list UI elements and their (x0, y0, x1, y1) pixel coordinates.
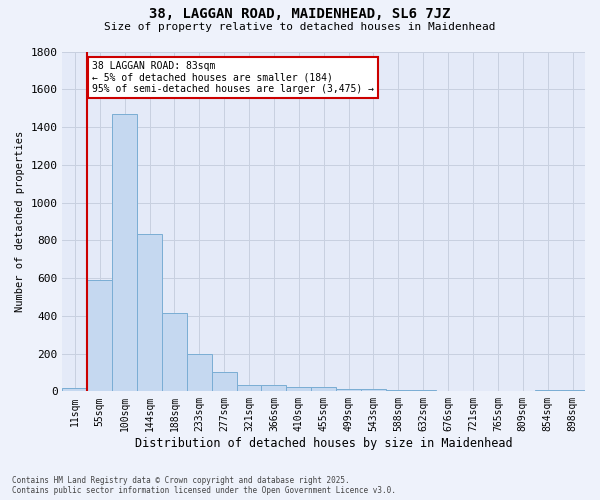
Bar (361, 390, 386, 392)
Bar (62, 388, 88, 392)
Bar (386, 390, 411, 392)
Bar (461, 391, 485, 392)
Bar (236, 384, 262, 392)
Bar (286, 386, 311, 392)
Bar (88, 280, 112, 392)
Bar (336, 390, 361, 392)
Bar (112, 114, 137, 392)
Text: Size of property relative to detached houses in Maidenhead: Size of property relative to detached ho… (104, 22, 496, 32)
X-axis label: Distribution of detached houses by size in Maidenhead: Distribution of detached houses by size … (135, 437, 512, 450)
Bar (411, 390, 436, 392)
Bar (311, 386, 336, 392)
Bar (212, 372, 236, 392)
Bar (436, 391, 461, 392)
Y-axis label: Number of detached properties: Number of detached properties (15, 131, 25, 312)
Bar (137, 234, 162, 392)
Text: 38 LAGGAN ROAD: 83sqm
← 5% of detached houses are smaller (184)
95% of semi-deta: 38 LAGGAN ROAD: 83sqm ← 5% of detached h… (92, 61, 374, 94)
Bar (187, 354, 212, 392)
Bar (162, 313, 187, 392)
Bar (262, 384, 286, 392)
Text: Contains HM Land Registry data © Crown copyright and database right 2025.
Contai: Contains HM Land Registry data © Crown c… (12, 476, 396, 495)
Bar (535, 390, 560, 392)
Text: 38, LAGGAN ROAD, MAIDENHEAD, SL6 7JZ: 38, LAGGAN ROAD, MAIDENHEAD, SL6 7JZ (149, 8, 451, 22)
Bar (560, 390, 585, 392)
